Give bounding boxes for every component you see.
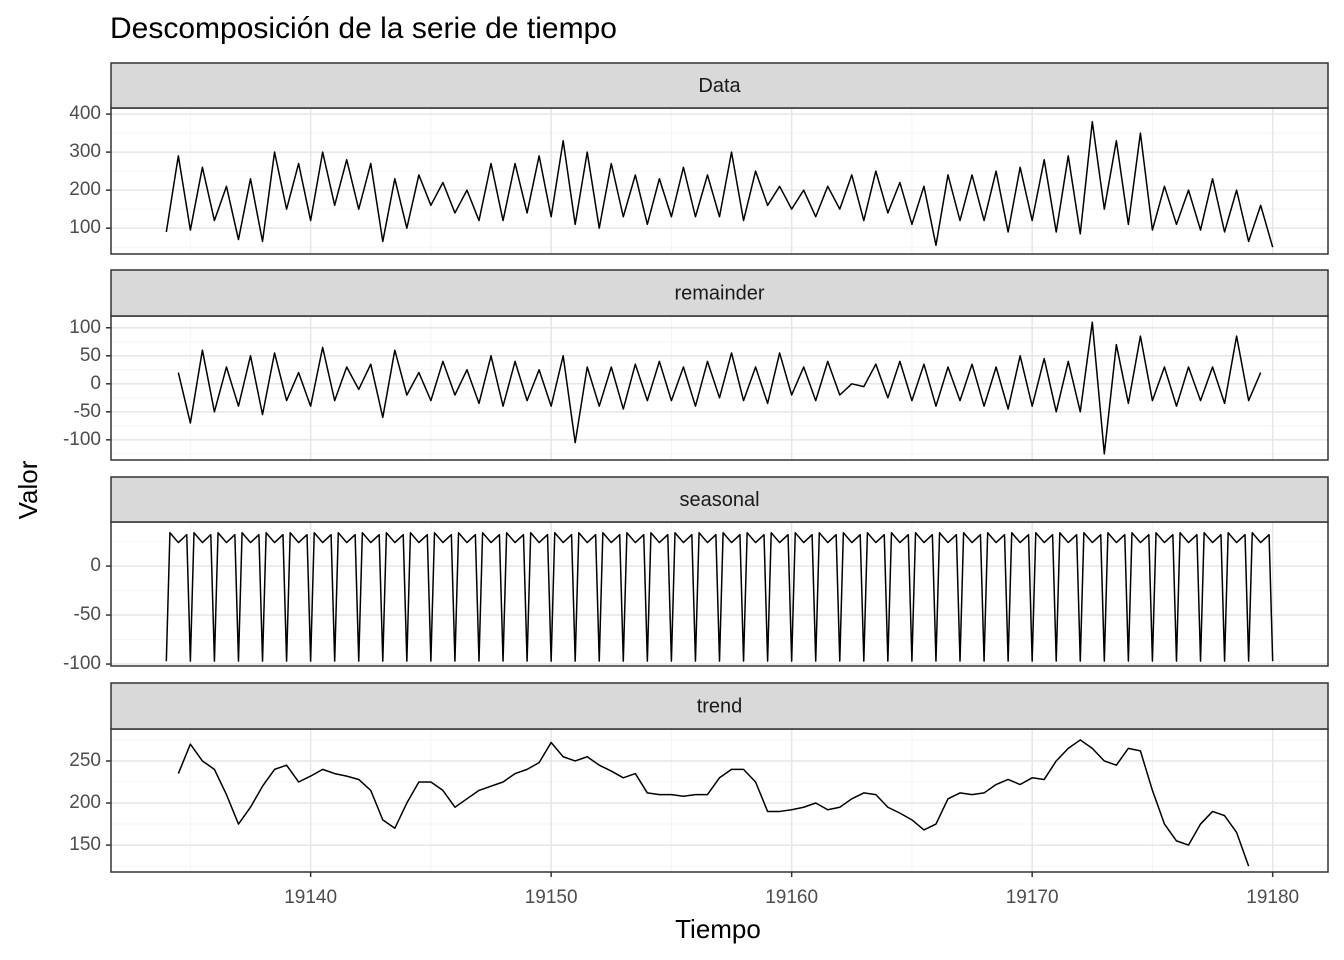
facet-label: trend	[697, 695, 743, 717]
y-tick-label: 100	[69, 317, 101, 338]
panel-background	[111, 316, 1328, 460]
y-tick-label: 50	[80, 345, 101, 366]
facet-strip	[110, 269, 1329, 317]
y-tick-label: 0	[90, 555, 101, 576]
y-tick-label: 200	[69, 179, 101, 200]
chart-title: Descomposición de la serie de tiempo	[110, 12, 617, 45]
data-line	[165, 120, 1274, 248]
y-tick-label: 400	[69, 103, 101, 124]
x-tick-label: 19160	[765, 887, 818, 908]
y-tick-label: 150	[69, 834, 101, 855]
facet-label: seasonal	[679, 489, 759, 511]
y-tick-label: -50	[74, 401, 101, 422]
y-tick-label: -50	[74, 604, 101, 625]
y-axis-label: Valor	[13, 460, 43, 519]
facet-strip	[110, 62, 1329, 109]
x-axis-label: Tiempo	[675, 914, 761, 944]
y-tick-label: 300	[69, 141, 101, 162]
y-tick-label: -100	[63, 653, 101, 674]
y-tick-label: 0	[90, 373, 101, 394]
panel-background	[111, 108, 1328, 254]
facet-strip	[110, 476, 1329, 523]
panel-background	[111, 729, 1328, 872]
facet-label: Data	[698, 75, 741, 97]
y-tick-label: 100	[69, 217, 101, 238]
facet-strip	[110, 682, 1329, 730]
y-tick-label: -100	[63, 429, 101, 450]
data-line	[177, 321, 1262, 455]
data-line	[165, 532, 1274, 662]
y-tick-label: 200	[69, 792, 101, 813]
x-tick-label: 19180	[1246, 887, 1299, 908]
facet-label: remainder	[674, 282, 764, 304]
y-tick-label: 250	[69, 750, 101, 771]
x-tick-label: 19150	[525, 887, 578, 908]
x-tick-label: 19170	[1006, 887, 1059, 908]
data-line	[177, 739, 1250, 867]
x-tick-label: 19140	[284, 887, 337, 908]
